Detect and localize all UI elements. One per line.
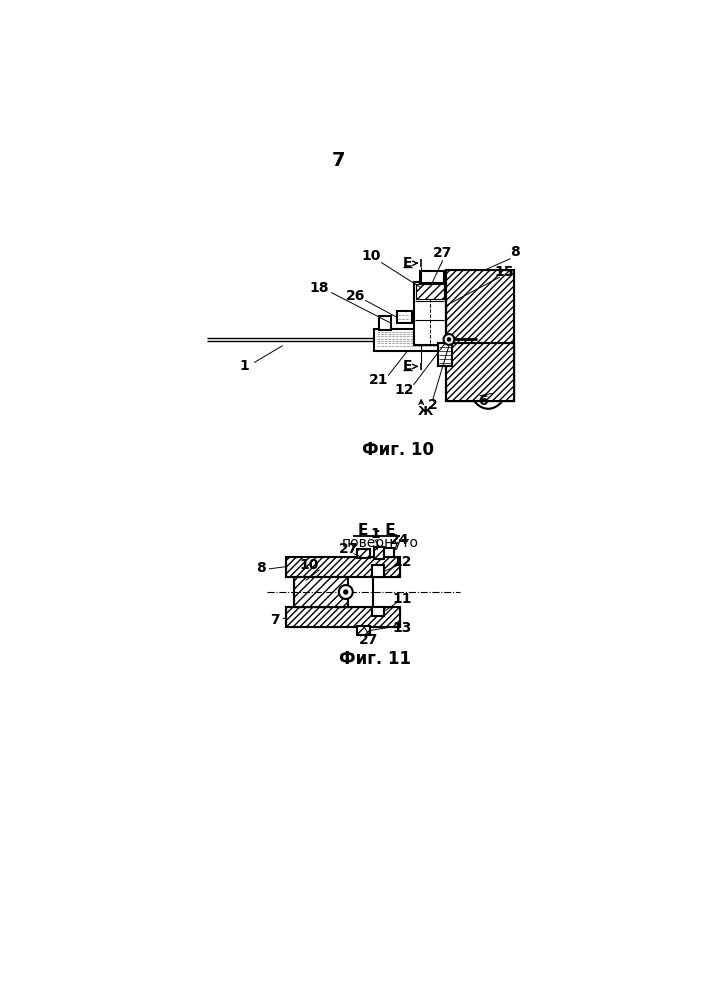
Text: 13: 13 [392,621,411,635]
Text: 6: 6 [478,394,488,408]
Bar [416,284,443,299]
Bar [446,270,514,401]
Text: 1: 1 [370,527,380,541]
Text: 26: 26 [346,289,366,303]
Text: 10: 10 [300,558,320,572]
Text: 12: 12 [395,382,414,396]
Circle shape [339,585,353,599]
Bar [373,329,441,351]
Bar [379,316,391,330]
Bar [373,547,385,559]
Text: 8: 8 [510,245,520,259]
Text: 21: 21 [369,373,389,387]
Text: повёрнуто: повёрнуто [342,536,419,550]
Text: 27: 27 [433,246,452,260]
Text: Е: Е [402,256,412,270]
Text: 18: 18 [310,281,329,295]
Bar [294,577,348,607]
Circle shape [443,334,455,345]
Text: Фиг. 11: Фиг. 11 [339,650,411,668]
Text: Е - Е: Е - Е [358,523,395,538]
Bar [420,271,444,283]
Bar [414,282,446,345]
Text: 12: 12 [392,555,411,569]
Bar [357,549,370,558]
Text: 7: 7 [332,151,345,170]
Bar [397,311,412,323]
Bar [357,626,370,635]
Text: 24: 24 [390,533,409,547]
Bar [446,343,514,401]
Bar [446,270,514,401]
Bar [348,577,373,607]
Text: 10: 10 [361,249,381,263]
Bar [372,565,385,577]
Bar [286,557,400,577]
Bar [294,577,348,607]
Circle shape [447,338,451,341]
Text: Фиг. 10: Фиг. 10 [362,441,434,459]
Text: 7: 7 [270,613,280,628]
Bar [286,607,400,627]
Bar [357,549,370,558]
Text: 27: 27 [359,633,378,647]
Text: 15: 15 [495,265,514,279]
Text: 2: 2 [428,398,438,412]
Bar [446,343,514,401]
Bar [286,557,400,577]
Text: 8: 8 [256,561,266,575]
Circle shape [344,590,348,594]
Bar [286,607,400,627]
Bar [385,548,394,557]
Text: 27: 27 [339,542,358,556]
Bar [357,626,370,635]
Bar [372,607,385,616]
Text: 1: 1 [239,359,249,373]
Text: 11: 11 [392,592,411,606]
Bar [438,343,452,366]
Text: Е: Е [402,359,412,373]
Bar [373,547,385,559]
Text: Ж: Ж [417,405,433,418]
